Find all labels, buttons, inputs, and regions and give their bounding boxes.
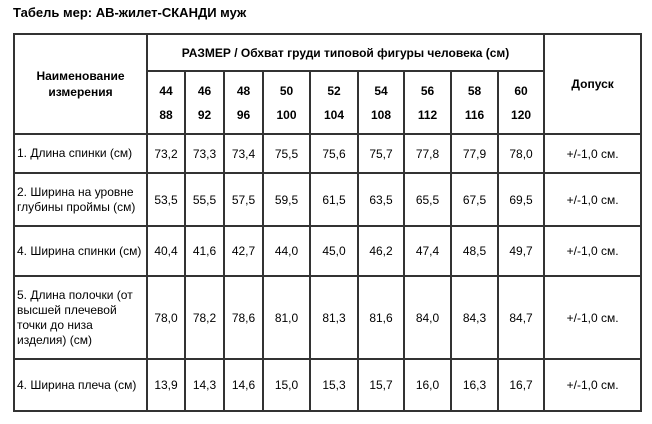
cell-value: 49,7 (496, 225, 546, 277)
chest-value: 112 (417, 107, 438, 122)
cell-value: 69,5 (496, 172, 546, 227)
cell-value: 84,0 (403, 275, 452, 360)
table-row: 2. Ширина на уровне глубины проймы (см) … (13, 172, 643, 227)
cell-value: 40,4 (146, 225, 186, 277)
cell-value: 78,0 (496, 133, 546, 174)
size-value: 46 (197, 83, 212, 98)
chest-value: 120 (511, 107, 532, 122)
tolerance-value: +/-1,0 см. (543, 133, 643, 174)
header-row-sizes: 44 88 46 92 48 96 50 100 52 104 (14, 70, 641, 135)
size-value: 48 (236, 83, 251, 98)
cell-value: 16,3 (450, 358, 499, 412)
name-column-header: Наименование измерения (13, 33, 148, 135)
size-group-header: РАЗМЕР / Обхват груди типовой фигуры чел… (145, 33, 546, 72)
row-label: 5. Длина полочки (от высшей плечевой точ… (13, 275, 148, 360)
cell-value: 48,5 (450, 225, 499, 277)
cell-value: 73,3 (184, 133, 225, 174)
cell-value: 78,6 (223, 275, 264, 360)
header-row-size-group: Наименование измерения РАЗМЕР / Обхват г… (13, 33, 643, 135)
cell-value: 81,3 (309, 275, 359, 360)
size-value: 52 (327, 83, 341, 98)
size-column-header: 58 116 (450, 70, 499, 135)
size-column-header: 50 100 (262, 70, 311, 135)
cell-value: 75,7 (357, 133, 405, 174)
size-column-header: 52 104 (309, 70, 359, 135)
cell-value: 61,5 (309, 172, 359, 227)
cell-value: 16,0 (403, 358, 452, 412)
cell-value: 15,7 (357, 358, 405, 412)
size-value: 50 (279, 83, 294, 98)
cell-value: 77,9 (450, 133, 499, 174)
cell-value: 73,2 (146, 133, 186, 174)
cell-value: 73,4 (223, 133, 264, 174)
size-column-header: 48 96 (223, 70, 264, 135)
cell-value: 42,7 (223, 225, 264, 277)
row-label: 4. Ширина спинки (см) (13, 225, 148, 277)
cell-value: 67,5 (450, 172, 499, 227)
measurement-table: Наименование измерения РАЗМЕР / Обхват г… (13, 33, 643, 412)
cell-value: 16,7 (496, 358, 546, 412)
size-value: 54 (374, 83, 388, 98)
table-row: 4. Ширина плеча (см) 13,9 14,3 14,6 15,0… (13, 358, 643, 412)
cell-value: 45,0 (309, 225, 359, 277)
cell-value: 75,5 (262, 133, 311, 174)
cell-value: 81,6 (357, 275, 405, 360)
cell-value: 78,2 (184, 275, 225, 360)
size-value: 56 (420, 83, 435, 98)
size-column-header: 44 88 (146, 70, 186, 135)
tolerance-value: +/-1,0 см. (543, 275, 643, 360)
row-label: 4. Ширина плеча (см) (13, 358, 148, 412)
cell-value: 14,3 (184, 358, 225, 412)
table-header: Наименование измерения РАЗМЕР / Обхват г… (13, 33, 643, 135)
cell-value: 78,0 (146, 275, 186, 360)
cell-value: 15,0 (262, 358, 311, 412)
size-value: 44 (159, 83, 173, 98)
chest-value: 104 (323, 107, 345, 122)
cell-value: 81,0 (262, 275, 311, 360)
row-label: 2. Ширина на уровне глубины проймы (см) (13, 172, 148, 227)
page-title: Табель мер: АВ-жилет-СКАНДИ муж (13, 5, 247, 20)
chest-value: 116 (464, 107, 485, 122)
cell-value: 84,7 (496, 275, 546, 360)
tolerance-column-header: Допуск (543, 33, 643, 135)
chest-value: 92 (197, 107, 212, 122)
size-value: 58 (467, 83, 482, 98)
cell-value: 47,4 (403, 225, 452, 277)
size-column-header: 54 108 (357, 70, 405, 135)
size-column-header: 46 92 (184, 70, 225, 135)
chest-value: 100 (276, 107, 297, 122)
table-body: 1. Длина спинки (см) 73,2 73,3 73,4 75,5… (13, 133, 643, 412)
cell-value: 57,5 (223, 172, 264, 227)
cell-value: 65,5 (403, 172, 452, 227)
tolerance-value: +/-1,0 см. (543, 358, 643, 412)
cell-value: 77,8 (403, 133, 452, 174)
cell-value: 15,3 (309, 358, 359, 412)
table-row: 4. Ширина спинки (см) 40,4 41,6 42,7 44,… (13, 225, 643, 277)
table-row: 5. Длина полочки (от высшей плечевой точ… (13, 275, 643, 360)
cell-value: 53,5 (146, 172, 186, 227)
size-column-header: 56 112 (403, 70, 452, 135)
cell-value: 55,5 (184, 172, 225, 227)
tolerance-value: +/-1,0 см. (543, 225, 643, 277)
cell-value: 59,5 (262, 172, 311, 227)
cell-value: 41,6 (184, 225, 225, 277)
cell-value: 75,6 (309, 133, 359, 174)
cell-value: 63,5 (357, 172, 405, 227)
chest-value: 108 (370, 107, 392, 122)
cell-value: 44,0 (262, 225, 311, 277)
cell-value: 13,9 (146, 358, 186, 412)
tolerance-value: +/-1,0 см. (543, 172, 643, 227)
cell-value: 84,3 (450, 275, 499, 360)
chest-value: 88 (159, 107, 173, 122)
row-label: 1. Длина спинки (см) (13, 133, 148, 174)
table-row: 1. Длина спинки (см) 73,2 73,3 73,4 75,5… (13, 133, 643, 174)
size-column-header: 60 120 (496, 70, 546, 135)
cell-value: 46,2 (357, 225, 405, 277)
chest-value: 96 (236, 107, 251, 122)
cell-value: 14,6 (223, 358, 264, 412)
size-value: 60 (514, 83, 528, 98)
